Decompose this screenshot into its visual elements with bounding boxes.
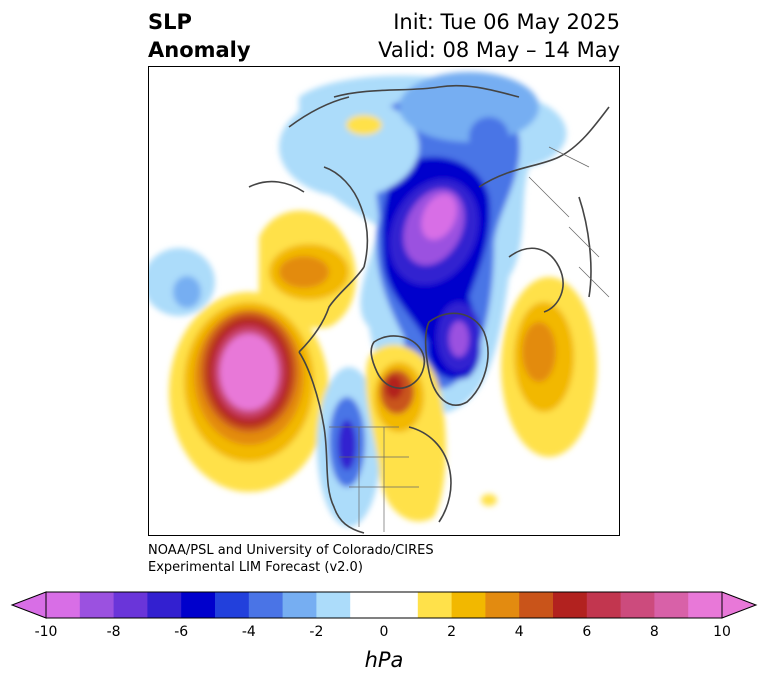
- anomaly-arctic-low-center: [421, 194, 457, 240]
- title-line-1: SLP: [148, 10, 192, 34]
- colorbar-cell: [248, 592, 284, 618]
- coastlines: [248, 84, 610, 534]
- anomaly-north-atlantic-high-core: [522, 322, 556, 382]
- colorbar-max-extend: [721, 591, 758, 619]
- colorbar-cell: [620, 592, 655, 618]
- colorbar-cell: [688, 592, 723, 618]
- colorbar-cell: [451, 592, 486, 618]
- credit-line-1: NOAA/PSL and University of Colorado/CIRE…: [148, 543, 434, 558]
- colorbar-tick-label: -4: [241, 624, 256, 640]
- coastline-western-europe: [578, 196, 592, 298]
- colorbar-cell: [586, 592, 622, 618]
- credit-text: NOAA/PSL and University of Colorado/CIRE…: [148, 542, 434, 576]
- colorbar-tick-label: 2: [447, 624, 457, 640]
- border-asia-1: [578, 266, 610, 298]
- colorbar-tick-label: 0: [379, 624, 389, 640]
- border-europe-3: [568, 226, 600, 258]
- colorbar-cell: [519, 592, 554, 618]
- anomaly-arctic-small-high: [346, 115, 382, 135]
- anomaly-contours: [149, 72, 597, 527]
- coastline-russia: [333, 84, 520, 98]
- colorbar-ticks: -10 -8 -6 -4 -2 0 2 4 6 8 10: [0, 624, 768, 646]
- coastline-hudson-bay: [370, 335, 426, 389]
- forecast-dates: Init: Tue 06 May 2025 Valid: 08 May – 14…: [378, 8, 620, 64]
- colorbar-unit: hPa: [364, 648, 404, 672]
- anomaly-greenland-low-core: [449, 321, 469, 357]
- colorbar-tick-label: -8: [106, 624, 121, 640]
- colorbar-tick-label: 6: [582, 624, 592, 640]
- anomaly-north-pacific-low-core: [173, 276, 201, 308]
- map-title: SLP Anomaly: [148, 8, 251, 64]
- map-canvas: [149, 72, 610, 534]
- border-europe-1: [528, 176, 570, 218]
- anomaly-atlantic-small-high: [481, 494, 497, 506]
- colorbar-cell: [350, 592, 385, 618]
- colorbar-cells: [46, 592, 723, 618]
- anomaly-northern-edge-negative: [399, 72, 539, 142]
- colorbar-cell: [147, 592, 182, 618]
- init-date: Init: Tue 06 May 2025: [393, 10, 620, 34]
- colorbar-cell: [79, 592, 115, 618]
- colorbar-cell: [553, 592, 588, 618]
- title-line-2: Anomaly: [148, 38, 251, 62]
- colorbar-cell: [46, 592, 81, 618]
- colorbar-cell: [113, 592, 148, 618]
- colorbar: [10, 591, 758, 619]
- colorbar-tick-label: -6: [174, 624, 189, 640]
- coastline-europe: [478, 106, 610, 188]
- anomaly-us-rockies-low-core: [338, 420, 356, 470]
- coastline-alaska: [298, 266, 365, 353]
- colorbar-min-extend: [10, 591, 47, 619]
- colorbar-cell: [215, 592, 250, 618]
- colorbar-tick-label: 4: [514, 624, 524, 640]
- coastline-east-siberia: [323, 166, 369, 268]
- political-borders: [329, 146, 610, 532]
- colorbar-outline: [45, 591, 723, 619]
- coastline-greenland: [424, 312, 489, 406]
- anomaly-siberia-negative: [279, 97, 419, 197]
- colorbar-cell: [282, 592, 317, 618]
- anomaly-northern-edge-negative-core: [469, 117, 509, 157]
- colorbar-tick-label: 10: [713, 624, 731, 640]
- colorbar-tick-label: 8: [649, 624, 659, 640]
- coastline-scandinavia: [508, 247, 564, 313]
- coastline-central-asia: [288, 96, 350, 128]
- colorbar-cell: [181, 592, 216, 618]
- colorbar-cell: [384, 592, 419, 618]
- coastline-chukotka: [248, 180, 305, 193]
- colorbar-cell: [417, 592, 453, 618]
- slp-anomaly-map: [148, 66, 620, 536]
- colorbar-cell: [316, 592, 351, 618]
- colorbar-cell: [654, 592, 689, 618]
- colorbar-tick-label: -10: [34, 624, 58, 640]
- coastline-east-north-america: [408, 426, 452, 523]
- colorbar-cell: [485, 592, 520, 618]
- anomaly-gulf-of-alaska-high-center: [220, 334, 278, 410]
- coastline-north-america: [298, 351, 365, 534]
- valid-range: Valid: 08 May – 14 May: [378, 38, 620, 62]
- anomaly-eastern-siberia-high-core: [279, 256, 329, 288]
- colorbar-tick-label: -2: [309, 624, 324, 640]
- credit-line-2: Experimental LIM Forecast (v2.0): [148, 560, 363, 575]
- border-europe-2: [548, 146, 590, 168]
